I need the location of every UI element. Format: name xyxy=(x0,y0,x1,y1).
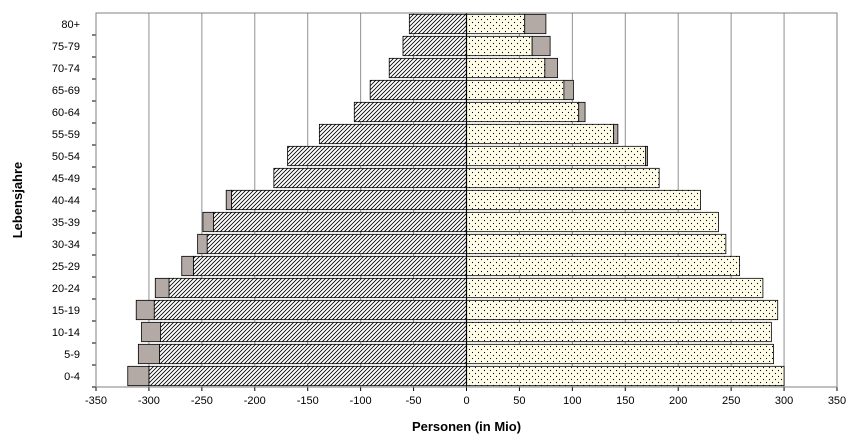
bar-left-base xyxy=(353,101,467,123)
bar-left-overlay xyxy=(154,277,170,299)
y-category-label: 65-69 xyxy=(52,85,80,97)
bar-right-overlay xyxy=(644,145,648,167)
bar-left-overlay xyxy=(202,211,214,233)
x-tick-label: -350 xyxy=(85,395,107,407)
y-category-label: 70-74 xyxy=(52,63,80,75)
x-tick-label: 250 xyxy=(722,395,740,407)
x-axis-title: Personen (in Mio) xyxy=(412,419,521,434)
bar-left-base xyxy=(388,57,467,79)
bar-right-base xyxy=(466,343,774,365)
y-category-label: 80+ xyxy=(61,19,80,31)
bar-right-base xyxy=(466,365,785,387)
bar-right-overlay xyxy=(613,123,619,145)
bar-left-base xyxy=(168,277,467,299)
x-tick-label: 200 xyxy=(669,395,687,407)
bar-right-base xyxy=(466,35,533,57)
y-category-label: 30-34 xyxy=(52,239,80,251)
bar-right-base xyxy=(466,321,772,343)
bar-left-overlay xyxy=(225,189,232,211)
x-tick-label: -150 xyxy=(297,395,319,407)
bar-left-overlay xyxy=(141,321,161,343)
bar-right-base xyxy=(466,211,719,233)
x-tick-label: 0 xyxy=(463,395,469,407)
y-category-label: 50-54 xyxy=(52,151,80,163)
y-category-label: 0-4 xyxy=(64,371,80,383)
bars xyxy=(127,13,785,387)
y-category-label: 40-44 xyxy=(52,195,80,207)
bar-left-overlay xyxy=(197,233,208,255)
bar-left-overlay xyxy=(137,343,160,365)
bar-left-base xyxy=(287,145,467,167)
y-category-label: 10-14 xyxy=(52,327,80,339)
bar-left-base xyxy=(153,299,467,321)
x-tick-label: 100 xyxy=(563,395,581,407)
bar-right-base xyxy=(466,255,741,277)
x-tick-label: 150 xyxy=(616,395,634,407)
x-tick-label: -100 xyxy=(350,395,372,407)
y-category-label: 20-24 xyxy=(52,283,80,295)
bar-right-overlay xyxy=(544,57,558,79)
bar-left-overlay xyxy=(181,255,194,277)
bar-left-base xyxy=(160,321,467,343)
bar-right-overlay xyxy=(524,13,547,35)
y-category-label: 55-59 xyxy=(52,129,80,141)
x-tick-label: 300 xyxy=(775,395,793,407)
bar-left-base xyxy=(402,35,467,57)
y-category-label: 35-39 xyxy=(52,217,80,229)
y-category-label: 60-64 xyxy=(52,107,80,119)
bar-right-base xyxy=(466,101,580,123)
bar-left-base xyxy=(231,189,467,211)
bar-left-base xyxy=(148,365,467,387)
bar-left-base xyxy=(213,211,467,233)
x-tick-label: -200 xyxy=(244,395,266,407)
bar-left-base xyxy=(318,123,467,145)
bar-right-overlay xyxy=(531,35,551,57)
x-tick-label: -50 xyxy=(406,395,422,407)
bar-right-base xyxy=(466,123,615,145)
bar-right-base xyxy=(466,57,546,79)
x-tick-label: 50 xyxy=(513,395,525,407)
x-tick-label: -300 xyxy=(138,395,160,407)
bar-right-base xyxy=(466,189,701,211)
bar-right-base xyxy=(466,79,565,101)
bar-right-base xyxy=(466,13,526,35)
x-tick-label: -250 xyxy=(191,395,213,407)
bar-left-base xyxy=(408,13,467,35)
bar-left-base xyxy=(159,343,467,365)
bar-left-base xyxy=(206,233,467,255)
bar-left-base xyxy=(369,79,467,101)
y-category-label: 5-9 xyxy=(64,349,80,361)
bar-right-base xyxy=(466,145,646,167)
y-category-label: 45-49 xyxy=(52,173,80,185)
tick-labels: -350 -300 -250 -200 -150 -100 -50 0 50 100 150 200 2… xyxy=(52,19,846,407)
bar-right-base xyxy=(466,167,660,189)
bar-left-overlay xyxy=(135,299,155,321)
plot-border xyxy=(95,12,838,388)
bar-left-overlay xyxy=(127,365,150,387)
y-category-label: 25-29 xyxy=(52,261,80,273)
bar-right-base xyxy=(466,233,727,255)
x-tick-label: 350 xyxy=(828,395,846,407)
y-category-label: 75-79 xyxy=(52,41,80,53)
y-category-label: 15-19 xyxy=(52,305,80,317)
bar-right-overlay xyxy=(563,79,574,101)
bar-right-base xyxy=(466,299,779,321)
bar-left-base xyxy=(273,167,467,189)
bar-right-base xyxy=(466,277,764,299)
y-axis-title: Lebensjahre xyxy=(10,162,25,239)
bar-right-overlay xyxy=(578,101,586,123)
bar-left-base xyxy=(192,255,467,277)
